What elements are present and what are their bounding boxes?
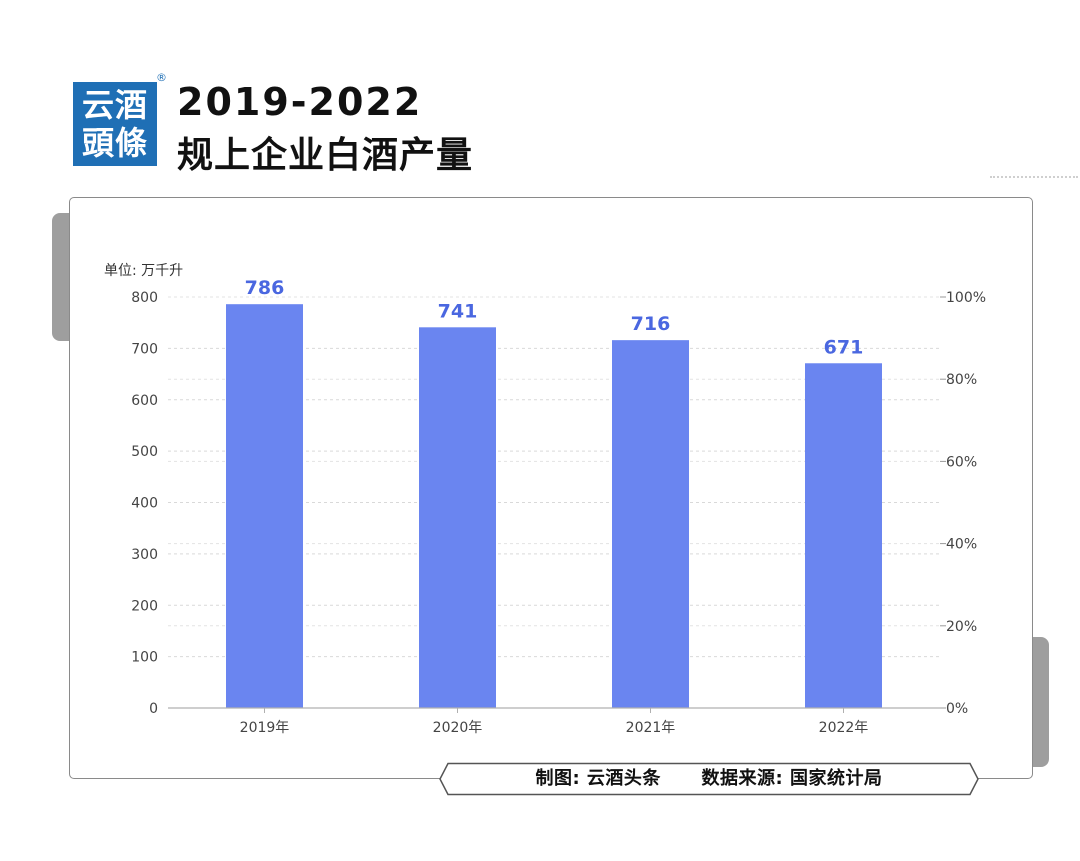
y2-tick-label: 0% xyxy=(946,701,968,717)
bars xyxy=(226,304,882,708)
decorative-tab-right xyxy=(1033,637,1049,767)
y2-tick-label: 60% xyxy=(946,454,977,470)
data-label: 741 xyxy=(438,300,478,322)
chart-title-years: 2019-2022 xyxy=(177,80,423,124)
decorative-tab-left xyxy=(52,213,70,341)
bar-2021年 xyxy=(612,340,689,708)
y2-tick-label: 80% xyxy=(946,372,977,388)
bar-2020年 xyxy=(419,327,496,708)
y2-tick-label: 100% xyxy=(946,290,986,306)
logo-text-line1: 云酒 xyxy=(81,86,148,124)
y-tick-label: 800 xyxy=(131,290,158,306)
x-category-label: 2019年 xyxy=(240,720,290,736)
source-text: 数据来源: 国家统计局 xyxy=(701,768,883,789)
unit-label: 单位: 万千升 xyxy=(104,263,183,279)
chart-card: 单位: 万千升 786 741 716 671 0 100 200 300 400 500 600… xyxy=(69,197,1033,779)
data-label: 716 xyxy=(631,313,671,335)
y-tick-label: 200 xyxy=(131,598,158,614)
y-tick-label: 700 xyxy=(131,341,158,357)
y-tick-label: 100 xyxy=(131,650,158,666)
logo-text-line2: 頭條 xyxy=(81,124,148,162)
y-tick-label: 300 xyxy=(131,547,158,563)
x-category-label: 2020年 xyxy=(433,720,483,736)
y2-tick-label: 20% xyxy=(946,619,977,635)
data-label: 671 xyxy=(824,336,864,358)
x-category-label: 2021年 xyxy=(626,720,676,736)
footer-banner-shape xyxy=(439,762,979,796)
bar-chart: 单位: 万千升 786 741 716 671 0 100 200 300 400 500 600… xyxy=(104,263,986,736)
y2-tick-label: 40% xyxy=(946,537,977,553)
footer-banner: 制图: 云酒头条 数据来源: 国家统计局 xyxy=(438,762,980,796)
y-tick-label: 600 xyxy=(131,393,158,409)
axes: 0 100 200 300 400 500 600 700 800 0% 20% 40% 60% 80% 1… xyxy=(131,290,986,736)
y-tick-label: 400 xyxy=(131,496,158,512)
y-tick-label: 0 xyxy=(149,701,158,717)
registered-mark: ® xyxy=(156,71,167,84)
data-label: 786 xyxy=(245,277,285,299)
y-tick-label: 500 xyxy=(131,444,158,460)
bar-2022年 xyxy=(805,363,882,708)
brand-logo: 云酒 頭條 xyxy=(73,82,157,166)
credit-text: 制图: 云酒头条 xyxy=(535,768,661,789)
data-labels: 786 741 716 671 xyxy=(245,277,864,358)
footer-credit-text: 制图: 云酒头条 数据来源: 国家统计局 xyxy=(438,762,980,796)
x-category-label: 2022年 xyxy=(819,720,869,736)
bar-2019年 xyxy=(226,304,303,708)
decorative-dotted-line xyxy=(990,176,1078,178)
chart-title: 规上企业白酒产量 xyxy=(177,135,474,176)
